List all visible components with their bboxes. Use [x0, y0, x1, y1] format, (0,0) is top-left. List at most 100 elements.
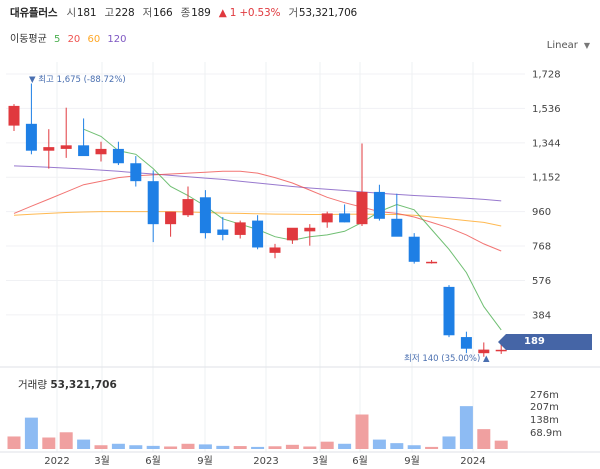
volume-panel-label: 거래량: [18, 379, 47, 391]
price-tick-label: 1,728: [532, 70, 561, 81]
candlestick-series: [8, 83, 507, 357]
chevron-down-icon: ▼: [583, 41, 590, 50]
scale-selector[interactable]: Linear ▼: [547, 40, 590, 51]
volume-bar: [24, 417, 38, 449]
candle-body: [130, 163, 142, 182]
ma-60-label[interactable]: 60: [87, 34, 101, 45]
volume-bar: [77, 439, 91, 449]
low-value: 166: [153, 7, 173, 19]
price-tick-label: 576: [532, 276, 551, 287]
volume-bar: [442, 436, 456, 449]
candle-body: [304, 227, 316, 232]
high-value: 228: [114, 7, 135, 19]
time-tick-label: 2023: [253, 456, 278, 467]
candle-body: [495, 349, 507, 352]
candle-body: [25, 123, 37, 151]
candle-body: [356, 191, 368, 225]
volume-bar: [146, 445, 160, 449]
volume-bar: [7, 436, 21, 449]
volume-bar: [285, 444, 299, 449]
volume-bar: [198, 444, 212, 449]
price-axis: 1,728 1,536 1,344 1,152 960 768 576 384: [532, 70, 561, 322]
candle-body: [217, 229, 229, 235]
candle-body: [321, 213, 333, 223]
moving-average-legend[interactable]: 이동평균 5 20 60 120: [10, 30, 131, 45]
volume-tick-label: 276m: [530, 390, 559, 401]
volume-tick-label: 68.9m: [530, 428, 562, 439]
ma-20-label[interactable]: 20: [67, 34, 81, 45]
candle-body: [95, 148, 107, 155]
volume-bar: [372, 439, 386, 449]
candle-body: [460, 337, 472, 349]
volume-bar: [111, 443, 125, 449]
volume-bar: [268, 446, 282, 449]
low-annotation: 최저 140 (35.00%) ▲: [404, 354, 490, 364]
volume-bar: [233, 446, 247, 449]
ma-20-line: [13, 170, 502, 252]
time-tick-label: 3월: [312, 455, 328, 467]
volume-bar: [338, 443, 352, 449]
time-tick-label: 9월: [197, 455, 213, 467]
candle-body: [408, 236, 420, 262]
volume-bar: [407, 445, 421, 449]
ma-120-label[interactable]: 120: [107, 34, 127, 45]
candle-body: [199, 197, 211, 234]
time-tick-label: 6월: [352, 455, 368, 467]
volume-tick-label: 138m: [530, 415, 559, 426]
volume-bar: [216, 445, 230, 449]
ma-legend-title: 이동평균: [10, 34, 47, 45]
volume-bar: [459, 406, 473, 449]
candle-body: [147, 181, 159, 225]
volume-bar: [494, 440, 508, 449]
volume-bar: [251, 446, 265, 449]
volume-panel-value: 53,321,706: [50, 379, 117, 391]
current-price-value: 189: [506, 334, 592, 350]
ma-5-label[interactable]: 5: [54, 34, 61, 45]
price-tick-label: 384: [532, 310, 551, 321]
candle-body: [234, 222, 246, 235]
candle-body: [269, 247, 281, 253]
candle-body: [252, 220, 264, 248]
volume-bar: [477, 429, 491, 449]
candle-body: [182, 199, 194, 216]
time-axis: 2022 3월 6월 9월 2023 3월 6월 9월 2024: [44, 455, 485, 467]
time-tick-label: 3월: [94, 455, 110, 467]
quote-header: 대유플러스 시181 고228 저166 종189 ▲ 1 +0.53% 거53…: [10, 5, 362, 21]
price-tick-label: 768: [532, 242, 551, 253]
stock-name: 대유플러스: [10, 7, 58, 19]
price-tag-arrow-icon: [498, 334, 506, 350]
candle-body: [112, 148, 124, 164]
high-label: 고: [104, 7, 115, 19]
open-label: 시: [66, 7, 76, 19]
volume-tick-label: 207m: [530, 402, 559, 413]
price-tick-label: 1,152: [532, 173, 561, 184]
candle-body: [373, 191, 385, 219]
chart-grid: [0, 62, 600, 453]
candle-body: [426, 261, 438, 264]
candle-body: [286, 227, 298, 241]
volume-panel-title: 거래량 53,321,706: [18, 377, 117, 392]
volume-bar: [94, 445, 108, 449]
volume-bar: [390, 443, 404, 449]
volume-bar: [42, 437, 56, 449]
price-tick-label: 960: [532, 207, 551, 218]
close-value: 189: [191, 7, 211, 19]
high-annotation: ▼ 최고 1,675 (-88.72%): [29, 75, 126, 85]
time-tick-label: 2022: [44, 456, 69, 467]
change-value: ▲ 1 +0.53%: [218, 7, 281, 19]
volume-bar: [59, 432, 73, 449]
candle-body: [165, 211, 177, 225]
volume-bar: [320, 441, 334, 449]
volume-bar: [164, 446, 178, 449]
volume-bar: [129, 445, 143, 449]
volume-label: 거: [288, 7, 298, 19]
volume-value: 53,321,706: [298, 7, 358, 19]
candle-body: [339, 213, 351, 223]
candle-body: [443, 286, 455, 336]
candle-body: [478, 349, 490, 354]
volume-bar: [181, 443, 195, 449]
close-label: 종: [180, 7, 191, 19]
scale-label: Linear: [546, 40, 578, 51]
